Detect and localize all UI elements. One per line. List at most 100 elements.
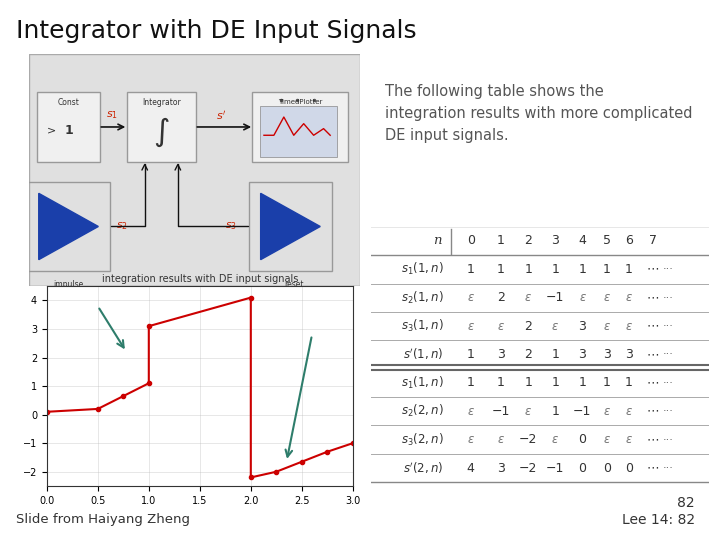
Text: ε: ε <box>626 405 632 418</box>
Text: $s'$: $s'$ <box>216 109 226 122</box>
Text: The following table shows the
integration results with more complicated
DE input: The following table shows the integratio… <box>385 84 693 143</box>
Text: 3: 3 <box>578 348 586 361</box>
Text: 1: 1 <box>625 376 633 389</box>
Text: ⋯: ⋯ <box>647 320 659 333</box>
Text: ε: ε <box>626 291 632 304</box>
Text: Lee 14: 82: Lee 14: 82 <box>621 512 695 526</box>
Text: 3: 3 <box>497 348 505 361</box>
Text: ε: ε <box>626 320 632 333</box>
Text: 2: 2 <box>524 320 532 333</box>
Text: 0: 0 <box>467 234 474 247</box>
Text: ε: ε <box>626 433 632 446</box>
FancyBboxPatch shape <box>37 92 100 162</box>
Text: $\int$: $\int$ <box>153 116 170 148</box>
Text: ε: ε <box>467 291 474 304</box>
Text: 3: 3 <box>552 234 559 247</box>
Text: 3: 3 <box>625 348 633 361</box>
Text: ⋯: ⋯ <box>647 462 659 475</box>
Text: 1: 1 <box>552 376 559 389</box>
Text: n: n <box>433 234 441 247</box>
Text: 1: 1 <box>578 376 586 389</box>
Text: Integrator with DE Input Signals: Integrator with DE Input Signals <box>16 19 416 43</box>
Text: 82: 82 <box>678 496 695 510</box>
Text: ε: ε <box>552 433 559 446</box>
Text: 3: 3 <box>603 348 611 361</box>
Text: 1: 1 <box>552 348 559 361</box>
Text: 1: 1 <box>467 376 474 389</box>
Text: ε: ε <box>525 291 531 304</box>
Text: 5: 5 <box>603 234 611 247</box>
Text: ε: ε <box>603 405 610 418</box>
Text: Slide from Haiyang Zheng: Slide from Haiyang Zheng <box>16 514 190 526</box>
Text: 0: 0 <box>603 462 611 475</box>
Text: $s_3$: $s_3$ <box>225 221 237 232</box>
Text: ε: ε <box>603 291 610 304</box>
Text: 1: 1 <box>578 263 586 276</box>
FancyBboxPatch shape <box>252 92 348 162</box>
Text: ε: ε <box>525 405 531 418</box>
Text: 1: 1 <box>552 263 559 276</box>
Text: −2: −2 <box>519 462 537 475</box>
Text: ε: ε <box>467 320 474 333</box>
Text: ε: ε <box>603 320 610 333</box>
Text: $s_2(2,n)$: $s_2(2,n)$ <box>401 403 444 420</box>
Text: ···: ··· <box>663 265 674 274</box>
Text: ⋯: ⋯ <box>647 291 659 304</box>
Text: 6: 6 <box>625 234 633 247</box>
Text: 7: 7 <box>649 234 657 247</box>
Text: $s'(2,n)$: $s'(2,n)$ <box>403 460 444 476</box>
Text: TimedPlotter: TimedPlotter <box>278 99 323 105</box>
Text: ···: ··· <box>663 349 674 360</box>
Text: 2: 2 <box>524 348 532 361</box>
Text: ε: ε <box>467 405 474 418</box>
Text: $s'(1,n)$: $s'(1,n)$ <box>403 347 444 362</box>
Text: −1: −1 <box>492 405 510 418</box>
Text: Const: Const <box>58 98 79 106</box>
Text: reset: reset <box>284 280 304 288</box>
Text: ⋯: ⋯ <box>647 348 659 361</box>
Text: impulse: impulse <box>53 280 84 288</box>
Text: 1: 1 <box>467 348 474 361</box>
Text: 1: 1 <box>625 263 633 276</box>
Text: 1: 1 <box>64 124 73 137</box>
Text: ⋯: ⋯ <box>647 433 659 446</box>
Text: −2: −2 <box>519 433 537 446</box>
Text: >: > <box>48 125 57 136</box>
FancyBboxPatch shape <box>127 92 196 162</box>
Text: ···: ··· <box>663 321 674 331</box>
Text: 0: 0 <box>625 462 633 475</box>
Title: integration results with DE input signals: integration results with DE input signal… <box>102 274 298 284</box>
Polygon shape <box>39 193 99 260</box>
Text: ε: ε <box>552 320 559 333</box>
Text: 1: 1 <box>603 376 611 389</box>
Text: 4: 4 <box>578 234 586 247</box>
Text: 0: 0 <box>578 433 586 446</box>
Text: ···: ··· <box>663 463 674 473</box>
Text: ···: ··· <box>663 378 674 388</box>
Text: ε: ε <box>498 320 504 333</box>
Text: 1: 1 <box>552 405 559 418</box>
Text: Integrator: Integrator <box>142 98 181 106</box>
Text: $s_3(1,n)$: $s_3(1,n)$ <box>401 318 444 334</box>
Text: 2: 2 <box>524 234 532 247</box>
Text: ···: ··· <box>663 435 674 444</box>
FancyBboxPatch shape <box>260 106 338 158</box>
Text: 2: 2 <box>497 291 505 304</box>
Text: ε: ε <box>603 433 610 446</box>
Text: $s_3(2,n)$: $s_3(2,n)$ <box>401 431 444 448</box>
Text: $s_1$: $s_1$ <box>106 110 117 122</box>
Text: 1: 1 <box>467 263 474 276</box>
Text: $s_2$: $s_2$ <box>116 221 127 232</box>
FancyBboxPatch shape <box>29 54 360 286</box>
Text: ···: ··· <box>663 406 674 416</box>
Text: −1: −1 <box>573 405 592 418</box>
Text: 1: 1 <box>603 263 611 276</box>
Text: $s_1(1,n)$: $s_1(1,n)$ <box>401 375 444 391</box>
Text: 0: 0 <box>578 462 586 475</box>
Text: ε: ε <box>467 433 474 446</box>
Text: 1: 1 <box>497 263 505 276</box>
Text: 3: 3 <box>497 462 505 475</box>
Text: 1: 1 <box>497 234 505 247</box>
Text: 1: 1 <box>524 263 532 276</box>
Text: $s_2(1,n)$: $s_2(1,n)$ <box>401 289 444 306</box>
